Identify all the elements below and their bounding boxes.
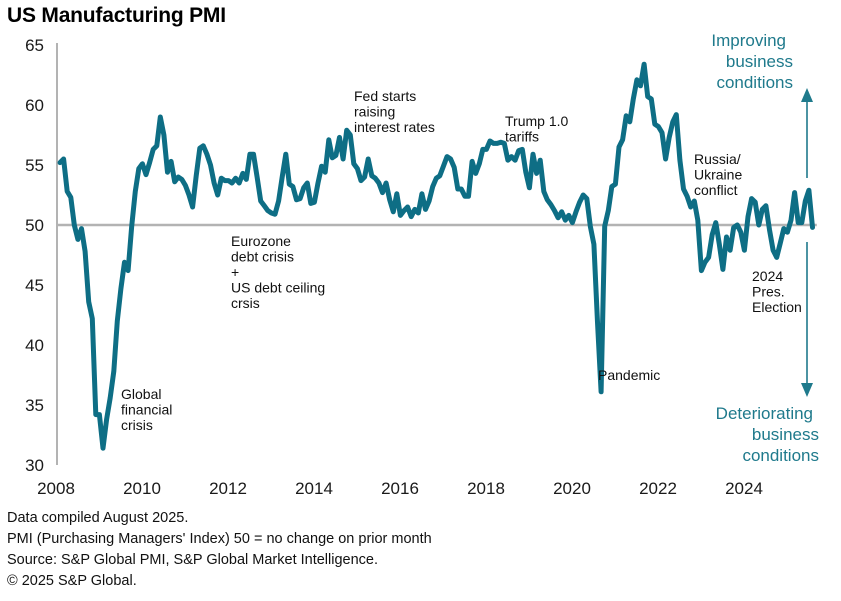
label-line: business bbox=[726, 52, 793, 71]
annotation-line: US debt ceiling bbox=[231, 280, 325, 296]
direction-arrows: Improving business conditionsDeteriorating… bbox=[711, 31, 819, 465]
x-tick-label: 2016 bbox=[381, 479, 419, 498]
label-line: business bbox=[752, 425, 819, 444]
x-tick-label: 2024 bbox=[725, 479, 763, 498]
annotations: Global financial crisis Eurozone debt crisis… bbox=[121, 88, 802, 433]
y-tick-label: 50 bbox=[25, 216, 44, 235]
annotation-line: Pres. bbox=[752, 284, 785, 300]
annotation-line: conflict bbox=[694, 182, 738, 198]
up-arrow-head bbox=[801, 88, 813, 102]
annotation-eurozone-debt-crisis: Eurozone debt crisis + US debt ceiling crsis bbox=[231, 233, 325, 311]
annotation-2024-election: 2024 Pres. Election bbox=[752, 268, 802, 315]
x-tick-label: 2018 bbox=[467, 479, 505, 498]
footer-notes: Data compiled August 2025. PMI (Purchasi… bbox=[7, 508, 432, 592]
label-line: conditions bbox=[742, 446, 819, 465]
label-line: Deteriorating bbox=[716, 404, 813, 423]
footer-copyright: © 2025 S&P Global. bbox=[7, 573, 137, 589]
annotation-russia-ukraine: Russia/Ukraine conflict bbox=[694, 151, 742, 198]
footer-compiled-date: Data compiled August 2025. bbox=[7, 510, 189, 526]
annotation-line: Pandemic bbox=[598, 367, 660, 383]
x-tick-label: 2020 bbox=[553, 479, 591, 498]
annotation-trump-tariffs: Trump 1.0 tariffs bbox=[505, 113, 568, 145]
x-tick-label: 2014 bbox=[295, 479, 333, 498]
footer-source: Source: S&P Global PMI, S&P Global Marke… bbox=[7, 552, 379, 568]
y-tick-label: 45 bbox=[25, 276, 44, 295]
x-tick-label: 2022 bbox=[639, 479, 677, 498]
label-line: conditions bbox=[716, 73, 793, 92]
annotation-line: raising bbox=[354, 104, 395, 120]
annotation-line: Fed starts bbox=[354, 88, 416, 104]
annotation-line: Global bbox=[121, 386, 161, 402]
pmi-series-line bbox=[57, 61, 815, 451]
annotation-line: + bbox=[231, 264, 239, 280]
improving-conditions-label: Improving business conditions bbox=[711, 31, 793, 92]
x-axis: 2008 2010 2012 2014 2016 2018 2020 2022 2024 bbox=[37, 479, 763, 498]
x-tick-label: 2008 bbox=[37, 479, 75, 498]
down-arrow-head bbox=[801, 383, 813, 397]
annotation-line: crisis bbox=[121, 417, 153, 433]
y-tick-label: 65 bbox=[25, 36, 44, 55]
annotation-pandemic: Pandemic bbox=[598, 367, 660, 383]
annotation-line: Election bbox=[752, 299, 802, 315]
x-tick-label: 2012 bbox=[209, 479, 247, 498]
pmi-line-chart: 30 35 40 45 50 55 60 65 2008 2010 2012 2014 2016 201… bbox=[25, 31, 819, 498]
y-tick-label: 40 bbox=[25, 336, 44, 355]
annotation-fed-raising-rates: Fed starts raising interest rates bbox=[354, 88, 435, 135]
annotation-line: financial bbox=[121, 402, 172, 418]
deteriorating-conditions-label: Deteriorating business conditions bbox=[716, 404, 819, 465]
label-line: Improving bbox=[711, 31, 786, 50]
y-tick-label: 60 bbox=[25, 96, 44, 115]
annotation-line: Ukraine bbox=[694, 167, 742, 183]
annotation-line: Eurozone bbox=[231, 233, 291, 249]
annotation-line: tariffs bbox=[505, 129, 539, 145]
y-tick-label: 30 bbox=[25, 456, 44, 475]
footer-pmi-definition: PMI (Purchasing Managers' Index) 50 = no… bbox=[7, 531, 432, 547]
y-tick-label: 55 bbox=[25, 156, 44, 175]
x-tick-label: 2010 bbox=[123, 479, 161, 498]
annotation-global-financial-crisis: Global financial crisis bbox=[121, 386, 172, 433]
annotation-line: interest rates bbox=[354, 119, 435, 135]
annotation-line: 2024 bbox=[752, 268, 783, 284]
y-axis: 30 35 40 45 50 55 60 65 bbox=[25, 36, 44, 475]
annotation-line: debt crisis bbox=[231, 249, 294, 265]
chart-title: US Manufacturing PMI bbox=[7, 4, 226, 27]
annotation-line: Russia/ bbox=[694, 151, 741, 167]
annotation-line: crsis bbox=[231, 295, 260, 311]
y-tick-label: 35 bbox=[25, 396, 44, 415]
annotation-line: Trump 1.0 bbox=[505, 113, 568, 129]
